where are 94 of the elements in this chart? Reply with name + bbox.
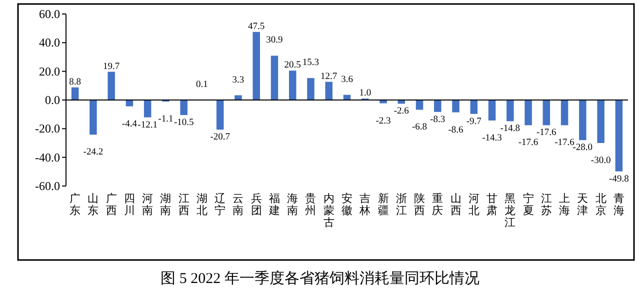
- x-tick-label: 江西: [178, 193, 190, 217]
- x-tick-label: 云南: [232, 193, 244, 217]
- x-tick-label: 兵团: [250, 192, 262, 217]
- data-label: -1.1: [158, 114, 174, 125]
- data-label: -17.6: [554, 138, 575, 148]
- y-tick-label: 40.0: [39, 36, 60, 50]
- x-tick-label: 四川: [124, 193, 135, 217]
- bar: [452, 100, 460, 112]
- data-label: 30.9: [266, 36, 284, 46]
- x-tick-label: 福建: [268, 192, 280, 217]
- bar: [506, 100, 514, 122]
- bar: [615, 100, 623, 172]
- data-label: -28.0: [572, 143, 593, 154]
- y-tick-label: -60.0: [35, 179, 60, 193]
- bar: [524, 100, 532, 126]
- x-tick-label: 河南: [142, 193, 154, 217]
- x-tick-label: 安徽: [342, 192, 352, 217]
- bar: [108, 72, 115, 100]
- y-tick-label: -20.0: [35, 122, 60, 136]
- data-label: -2.6: [394, 106, 410, 117]
- y-tick-label: 0.0: [45, 93, 60, 107]
- data-label: -30.0: [590, 156, 611, 166]
- data-label: -17.6: [536, 128, 557, 138]
- x-tick-label: 陕西: [414, 193, 426, 217]
- x-tick-label: 吉林: [358, 192, 371, 217]
- bar: [90, 100, 97, 135]
- x-tick-label: 上海: [559, 192, 570, 217]
- x-tick-label: 广西: [106, 192, 117, 217]
- data-label: -14.8: [500, 124, 520, 134]
- data-label: 8.8: [69, 77, 82, 88]
- x-tick-label: 广东: [70, 192, 81, 217]
- x-tick-label: 重庆: [432, 192, 444, 217]
- bar: [252, 32, 260, 100]
- bar: [488, 100, 496, 120]
- x-tick-label: 山西: [450, 192, 462, 217]
- x-tick-label: 天津: [577, 193, 588, 217]
- data-label: -12.1: [138, 120, 158, 130]
- x-tick-label: 宁夏: [522, 192, 534, 217]
- bar: [307, 78, 314, 100]
- data-label: -24.2: [83, 148, 104, 158]
- data-label: -6.8: [412, 122, 428, 133]
- x-tick-label: 甘肃: [486, 192, 498, 217]
- bar: [144, 100, 152, 118]
- data-label: -10.5: [174, 118, 194, 128]
- data-label: -17.6: [518, 138, 538, 148]
- x-tick-label: 湖北: [196, 193, 208, 217]
- bar: [542, 100, 550, 126]
- x-tick-label: 河北: [468, 193, 480, 217]
- data-label: -9.7: [466, 116, 482, 127]
- data-label: 3.6: [341, 74, 354, 85]
- data-label: -8.3: [430, 114, 446, 125]
- bar: [216, 100, 224, 130]
- bar: [597, 100, 604, 143]
- x-tick-label: 海南: [287, 193, 298, 217]
- y-tick-label: 20.0: [39, 64, 60, 78]
- bar: [270, 56, 278, 100]
- x-tick-label: 黑龙江: [504, 193, 516, 229]
- x-tick-label: 辽宁: [214, 193, 226, 217]
- y-tick-label: -40.0: [35, 150, 60, 164]
- data-label: 1.0: [359, 88, 372, 99]
- data-label: 19.7: [103, 62, 120, 72]
- x-tick-label: 新疆: [378, 192, 389, 217]
- data-label: 0.1: [196, 80, 208, 90]
- bar: [434, 100, 442, 112]
- bar: [288, 70, 296, 100]
- bar: [126, 100, 134, 106]
- x-tick-label: 山东: [88, 192, 99, 217]
- data-label: 12.7: [320, 72, 338, 82]
- bar: [71, 87, 79, 100]
- bar: [470, 100, 478, 114]
- data-label: -4.4: [122, 119, 138, 130]
- x-tick-label: 江苏: [540, 193, 552, 217]
- x-tick-label: 北京: [595, 192, 606, 217]
- data-label: 3.3: [232, 75, 244, 86]
- x-tick-label: 贵州: [305, 192, 316, 217]
- bar: [380, 100, 387, 104]
- data-label: -14.3: [482, 133, 502, 144]
- data-label: -20.7: [210, 132, 230, 143]
- x-tick-label: 湖南: [160, 193, 172, 217]
- text: 图 5 2022 年一季度各省猪饲料消耗量同环比情况: [160, 270, 480, 287]
- bar: [325, 82, 332, 100]
- data-label: -49.8: [609, 174, 630, 184]
- x-tick-label: 内蒙古: [323, 192, 334, 229]
- data-label: -8.6: [448, 125, 464, 136]
- data-label: 47.5: [248, 22, 265, 32]
- data-label: 15.3: [302, 58, 320, 68]
- x-tick-label: 浙江: [396, 192, 407, 217]
- data-label: -2.3: [376, 116, 392, 126]
- y-tick-label: 60.0: [39, 7, 60, 21]
- bar: [579, 100, 586, 140]
- bar: [560, 100, 568, 126]
- bar: [180, 100, 188, 116]
- data-label: 20.5: [284, 60, 302, 71]
- x-tick-label: 青海: [613, 192, 624, 217]
